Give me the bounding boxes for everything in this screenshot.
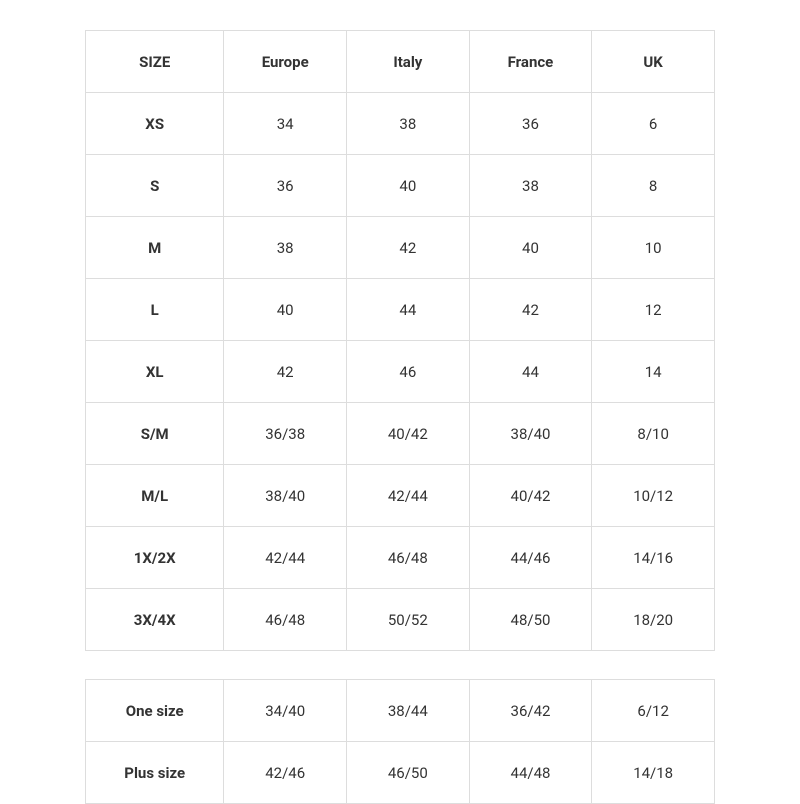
size-chart-body: XS3438366S3640388M38424010L40444212XL424… [86,93,715,651]
size-value-cell: 48/50 [469,589,592,651]
size-label-cell: 1X/2X [86,527,224,589]
size-value-cell: 46 [347,341,470,403]
size-value-cell: 38/40 [224,465,347,527]
size-value-cell: 42 [469,279,592,341]
size-value-cell: 38 [469,155,592,217]
size-value-cell: 50/52 [347,589,470,651]
table-separator [85,651,715,679]
size-value-cell: 12 [592,279,715,341]
size-value-cell: 36 [469,93,592,155]
table-row: XL42464414 [86,341,715,403]
size-value-cell: 36 [224,155,347,217]
size-value-cell: 6 [592,93,715,155]
size-value-cell: 10 [592,217,715,279]
size-value-cell: 14 [592,341,715,403]
size-value-cell: 42/44 [347,465,470,527]
size-value-cell: 38/44 [347,680,470,742]
size-label-cell: Plus size [86,742,224,804]
size-value-cell: 8/10 [592,403,715,465]
size-label-cell: M [86,217,224,279]
size-value-cell: 34 [224,93,347,155]
header-france: France [469,31,592,93]
size-label-cell: L [86,279,224,341]
size-value-cell: 46/48 [347,527,470,589]
size-label-cell: S [86,155,224,217]
size-value-cell: 40/42 [469,465,592,527]
size-label-cell: XL [86,341,224,403]
size-value-cell: 38/40 [469,403,592,465]
table-row: 1X/2X42/4446/4844/4614/16 [86,527,715,589]
size-value-cell: 42 [347,217,470,279]
size-label-cell: S/M [86,403,224,465]
size-value-cell: 36/38 [224,403,347,465]
table-row: S/M36/3840/4238/408/10 [86,403,715,465]
header-italy: Italy [347,31,470,93]
size-value-cell: 36/42 [469,680,592,742]
size-value-cell: 14/18 [592,742,715,804]
size-value-cell: 46/50 [347,742,470,804]
table-row: M38424010 [86,217,715,279]
header-europe: Europe [224,31,347,93]
size-value-cell: 14/16 [592,527,715,589]
table-row: XS3438366 [86,93,715,155]
size-label-cell: M/L [86,465,224,527]
size-value-cell: 38 [224,217,347,279]
size-label-cell: XS [86,93,224,155]
size-value-cell: 38 [347,93,470,155]
size-chart-secondary-body: One size34/4038/4436/426/12Plus size42/4… [86,680,715,804]
size-value-cell: 18/20 [592,589,715,651]
size-value-cell: 40 [469,217,592,279]
size-value-cell: 10/12 [592,465,715,527]
size-value-cell: 42/46 [224,742,347,804]
size-value-cell: 42/44 [224,527,347,589]
header-uk: UK [592,31,715,93]
table-row: Plus size42/4646/5044/4814/18 [86,742,715,804]
size-value-cell: 44 [469,341,592,403]
size-chart-table: SIZE Europe Italy France UK XS3438366S36… [85,30,715,651]
size-value-cell: 40/42 [347,403,470,465]
size-value-cell: 46/48 [224,589,347,651]
size-value-cell: 42 [224,341,347,403]
size-value-cell: 44/48 [469,742,592,804]
table-header-row: SIZE Europe Italy France UK [86,31,715,93]
table-row: 3X/4X46/4850/5248/5018/20 [86,589,715,651]
size-label-cell: One size [86,680,224,742]
size-value-cell: 40 [347,155,470,217]
table-row: L40444212 [86,279,715,341]
table-row: One size34/4038/4436/426/12 [86,680,715,742]
size-label-cell: 3X/4X [86,589,224,651]
size-value-cell: 8 [592,155,715,217]
size-value-cell: 44 [347,279,470,341]
size-value-cell: 34/40 [224,680,347,742]
size-chart-secondary-table: One size34/4038/4436/426/12Plus size42/4… [85,679,715,804]
size-value-cell: 40 [224,279,347,341]
header-size: SIZE [86,31,224,93]
size-value-cell: 44/46 [469,527,592,589]
size-value-cell: 6/12 [592,680,715,742]
table-row: M/L38/4042/4440/4210/12 [86,465,715,527]
table-row: S3640388 [86,155,715,217]
